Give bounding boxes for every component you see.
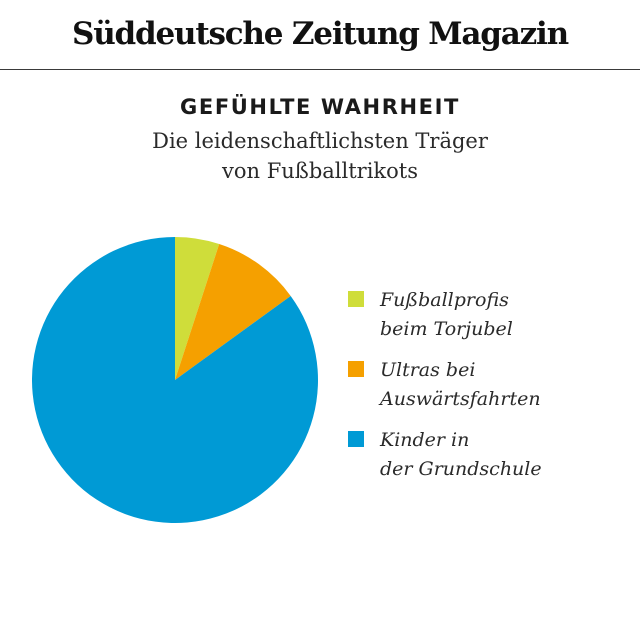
legend-label-line: Auswärtsfahrten [380,388,541,410]
legend-label-line: Kinder in [380,429,470,451]
legend-label-kinder: Kinder in der Grundschule [380,426,610,484]
chart-title: GEFÜHLTE WAHRHEIT [180,95,460,119]
legend-label-line: Ultras bei [380,359,476,381]
pie-slice-profis [175,237,220,380]
pie-slice-ultras [175,243,291,380]
legend-label-line: Fußballprofis [380,289,509,311]
legend-item-ultras: Ultras bei Auswärtsfahrten [348,356,608,426]
legend-label-line: der Grundschule [380,458,542,480]
legend-item-profis: Fußballprofis beim Torjubel [348,286,608,356]
chart-subtitle-line-2: von Fußballtrikots [221,159,418,183]
chart-subtitle-line-1: Die leidenschaftlichsten Träger [152,129,488,153]
masthead: Süddeutsche Zeitung Magazin [0,0,640,70]
legend-swatch-profis [348,291,364,307]
legend-swatch-ultras [348,361,364,377]
pie-slice-kinder [31,237,319,523]
legend-label-profis: Fußballprofis beim Torjubel [380,286,610,344]
legend-label-ultras: Ultras bei Auswärtsfahrten [380,356,610,414]
legend-swatch-kinder [348,431,364,447]
chart-subtitle: Die leidenschaftlichsten Träger von Fußb… [120,126,520,186]
pie-slices [31,237,319,523]
masthead-logo[interactable]: Süddeutsche Zeitung Magazin [72,16,569,52]
legend: Fußballprofis beim Torjubel Ultras bei A… [348,286,608,496]
legend-label-line: beim Torjubel [380,318,513,340]
legend-item-kinder: Kinder in der Grundschule [348,426,608,496]
